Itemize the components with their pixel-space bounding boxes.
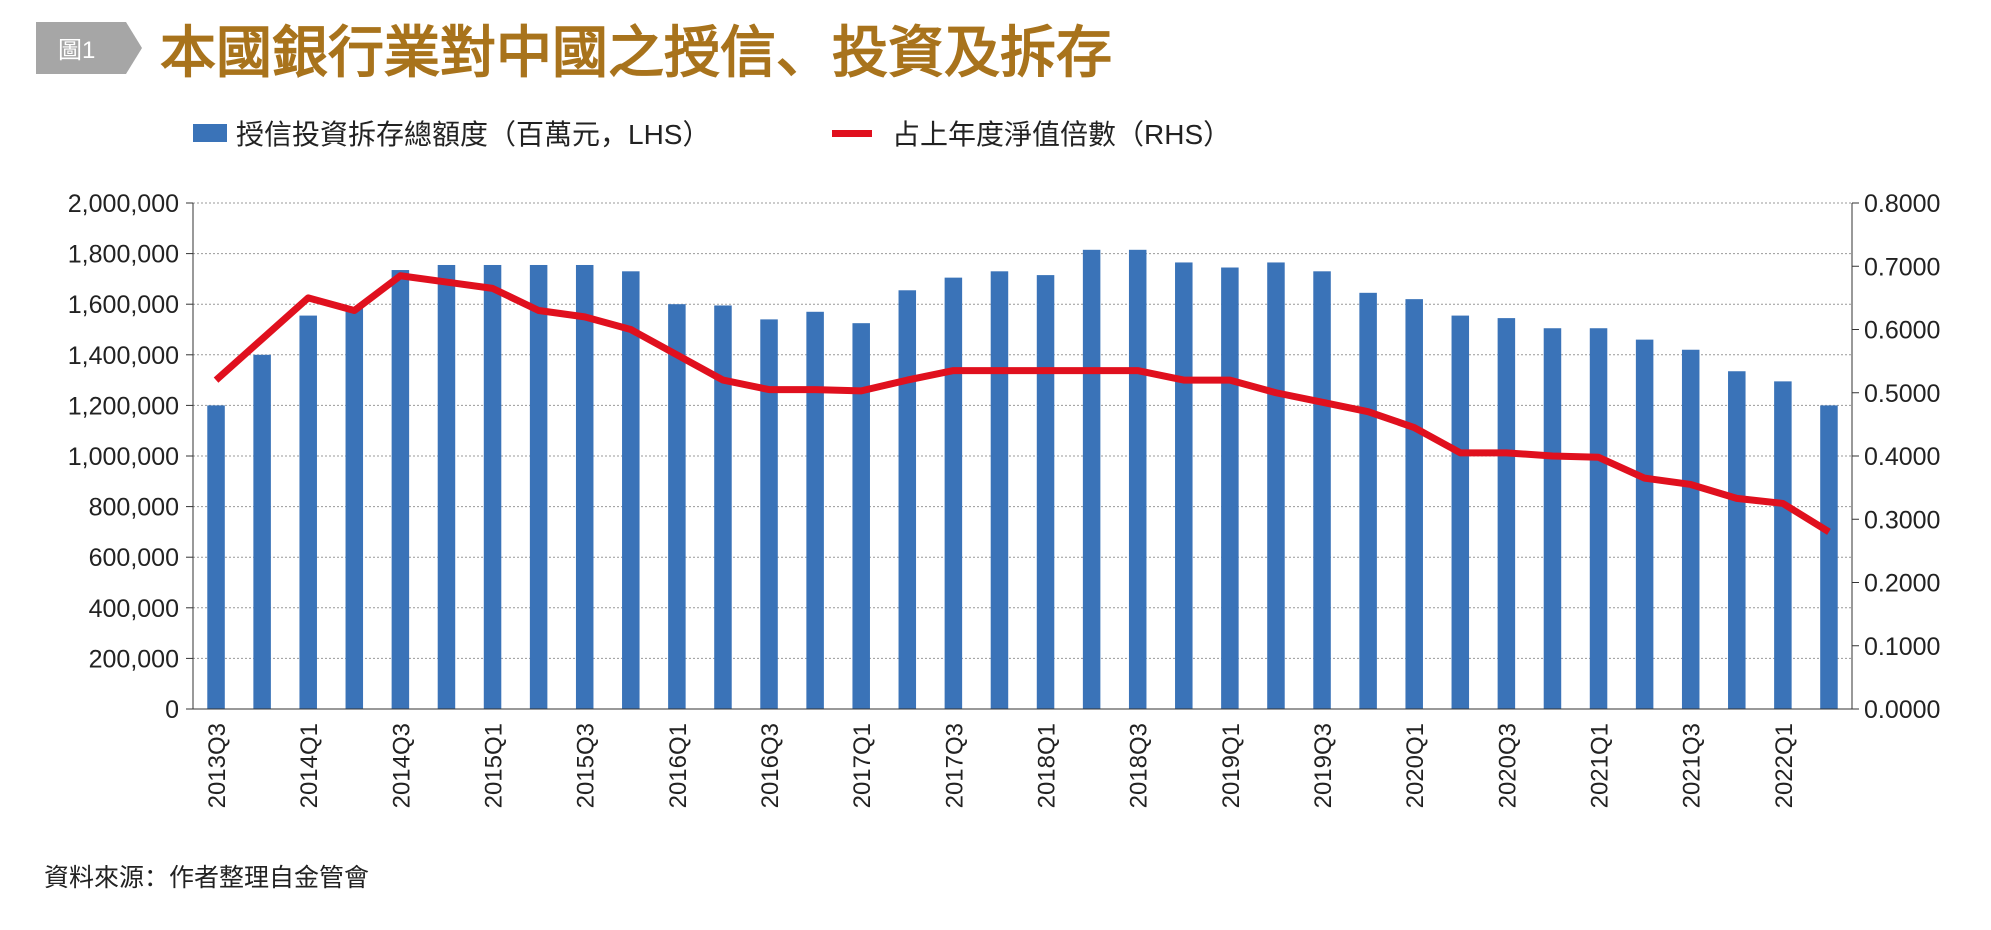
- bar-2017Q4: [991, 271, 1009, 709]
- left-tick-label: 200,000: [89, 645, 179, 673]
- left-tick-label: 1,800,000: [68, 241, 179, 269]
- left-tick-label: 1,200,000: [68, 392, 179, 420]
- left-tick-label: 400,000: [89, 595, 179, 623]
- bar-2021Q2: [1636, 340, 1654, 709]
- right-tick-label: 0.7000: [1864, 253, 1940, 281]
- bar-2019Q1: [1221, 268, 1239, 709]
- bar-2015Q2: [530, 265, 548, 709]
- bar-2019Q4: [1359, 293, 1377, 709]
- bar-2020Q1: [1405, 299, 1423, 709]
- right-tick-label: 0.0000: [1864, 696, 1940, 724]
- legend-bar-label: 授信投資拆存總額度（百萬元，LHS）: [236, 119, 710, 150]
- bar-2021Q3: [1682, 350, 1700, 709]
- bar-2014Q1: [299, 316, 317, 709]
- bar-2016Q1: [668, 304, 686, 709]
- x-tick-label: 2020Q1: [1402, 723, 1429, 808]
- x-tick-label: 2019Q3: [1310, 723, 1337, 808]
- bar-2018Q1: [1037, 275, 1055, 709]
- bar-2013Q3: [207, 405, 225, 709]
- bar-2014Q4: [438, 265, 456, 709]
- bar-2014Q2: [346, 308, 364, 709]
- bar-2016Q3: [760, 319, 778, 709]
- x-tick-label: 2016Q1: [665, 723, 692, 808]
- bar-2018Q2: [1083, 250, 1101, 709]
- left-tick-label: 0: [165, 696, 179, 724]
- x-tick-label: 2019Q1: [1218, 723, 1245, 808]
- legend-bar-swatch: [193, 124, 227, 142]
- right-tick-label: 0.5000: [1864, 380, 1940, 408]
- x-tick-label: 2020Q3: [1494, 723, 1521, 808]
- bar-2016Q2: [714, 305, 732, 709]
- left-tick-label: 800,000: [89, 494, 179, 522]
- x-tick-label: 2014Q1: [296, 723, 323, 808]
- left-tick-label: 1,600,000: [68, 291, 179, 319]
- bar-2020Q2: [1452, 316, 1470, 709]
- x-tick-label: 2018Q1: [1034, 723, 1061, 808]
- bar-2021Q4: [1728, 371, 1746, 709]
- legend-line-swatch: [832, 130, 872, 137]
- x-tick-label: 2018Q3: [1126, 723, 1153, 808]
- bar-2021Q1: [1590, 328, 1608, 709]
- bar-2017Q3: [945, 278, 963, 709]
- right-tick-label: 0.1000: [1864, 633, 1940, 661]
- bar-2019Q3: [1313, 271, 1331, 709]
- bar-2015Q3: [576, 265, 594, 709]
- x-tick-label: 2016Q3: [757, 723, 784, 808]
- bar-2017Q1: [852, 323, 870, 709]
- x-tick-label: 2014Q3: [388, 723, 415, 808]
- right-tick-label: 0.8000: [1864, 190, 1940, 218]
- legend: 授信投資拆存總額度（百萬元，LHS） 占上年度淨值倍數（RHS）: [193, 119, 1231, 150]
- right-tick-label: 0.4000: [1864, 443, 1940, 471]
- ratio-line: [216, 276, 1829, 532]
- bar-2020Q4: [1544, 328, 1562, 709]
- x-tick-label: 2015Q3: [573, 723, 600, 808]
- bar-2018Q4: [1175, 262, 1193, 709]
- x-tick-label: 2015Q1: [481, 723, 508, 808]
- left-tick-label: 1,000,000: [68, 443, 179, 471]
- right-tick-label: 0.2000: [1864, 570, 1940, 598]
- x-tick-label: 2017Q1: [849, 723, 876, 808]
- bar-2015Q4: [622, 271, 640, 709]
- right-tick-label: 0.6000: [1864, 317, 1940, 345]
- bar-2013Q4: [253, 355, 271, 709]
- bar-2018Q3: [1129, 250, 1147, 709]
- legend-line-label: 占上年度淨值倍數（RHS）: [892, 119, 1231, 150]
- x-tick-label: 2021Q3: [1679, 723, 1706, 808]
- source-note: 資料來源：作者整理自金管會: [44, 864, 369, 892]
- bar-2017Q2: [899, 290, 917, 709]
- bar-2014Q3: [392, 270, 410, 709]
- right-tick-label: 0.3000: [1864, 506, 1940, 534]
- chart-title: 本國銀行業對中國之授信、投資及拆存: [160, 20, 1112, 86]
- bar-2016Q4: [806, 312, 824, 709]
- x-tick-label: 2013Q3: [204, 723, 231, 808]
- bar-2022Q2: [1820, 405, 1838, 709]
- x-tick-label: 2022Q1: [1771, 723, 1798, 808]
- figure-badge: 圖1: [58, 37, 95, 64]
- x-tick-label: 2017Q3: [941, 723, 968, 808]
- bar-2020Q3: [1498, 318, 1516, 709]
- bar-2015Q1: [484, 265, 502, 709]
- left-tick-label: 600,000: [89, 544, 179, 572]
- left-tick-label: 1,400,000: [68, 342, 179, 370]
- bar-2019Q2: [1267, 262, 1285, 709]
- x-tick-label: 2021Q1: [1587, 723, 1614, 808]
- bar-2022Q1: [1774, 381, 1792, 709]
- left-tick-label: 2,000,000: [68, 190, 179, 218]
